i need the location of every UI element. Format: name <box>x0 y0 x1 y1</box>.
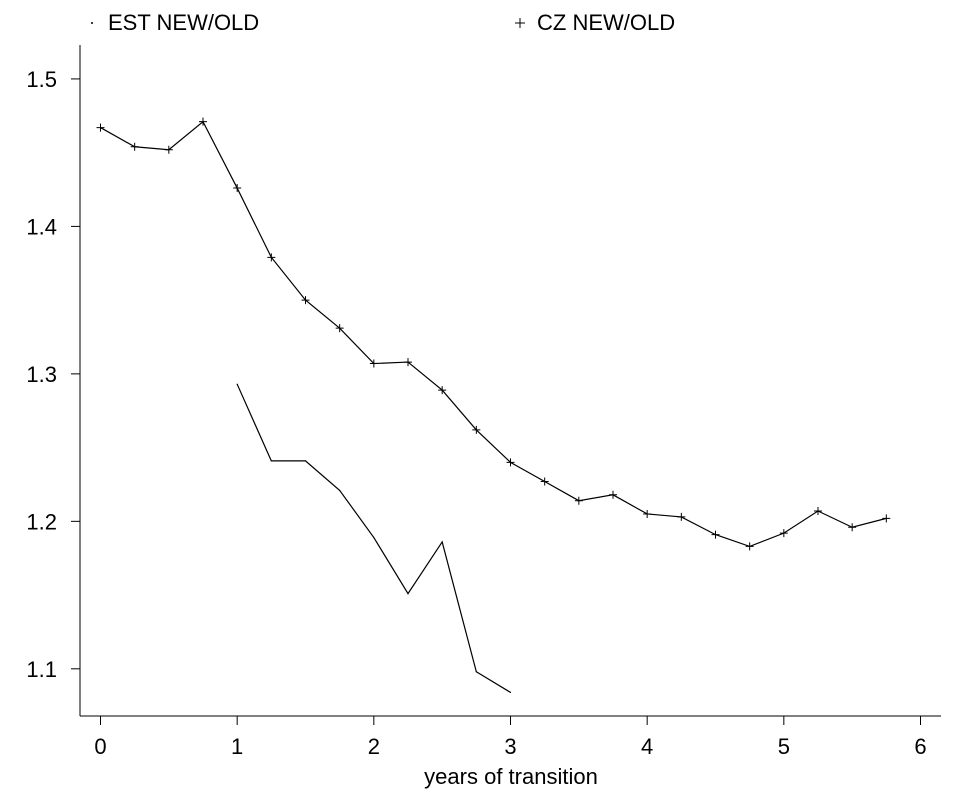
data-point-cz <box>609 490 617 499</box>
legend-label-cz: CZ NEW/OLD <box>537 10 675 35</box>
legend-label-est: EST NEW/OLD <box>108 10 259 35</box>
legend-marker-est <box>91 22 93 24</box>
data-point-cz <box>574 496 583 505</box>
y-ticks: 1.1 1.2 1.3 1.4 1.5 <box>26 67 80 682</box>
data-point-cz <box>677 512 686 521</box>
y-tick-label: 1.2 <box>26 509 57 534</box>
data-point-est <box>475 671 477 673</box>
data-point-est <box>270 460 272 462</box>
series-line-est <box>236 383 511 693</box>
data-point-est <box>441 541 443 543</box>
y-tick-label: 1.3 <box>26 362 57 387</box>
data-point-est <box>339 489 341 491</box>
x-tick-label: 0 <box>94 734 106 759</box>
legend-item-est: EST NEW/OLD <box>91 10 259 35</box>
x-tick-label: 6 <box>914 734 926 759</box>
data-point-cz <box>882 514 891 523</box>
series-group <box>96 117 891 694</box>
y-tick-label: 1.4 <box>26 214 57 239</box>
x-tick-label: 3 <box>504 734 516 759</box>
data-point-cz <box>711 530 720 539</box>
y-tick-label: 1.1 <box>26 657 57 682</box>
data-point-est <box>373 536 375 539</box>
data-point-cz <box>369 359 378 368</box>
data-point-cz <box>233 184 242 193</box>
data-point-cz <box>164 145 173 154</box>
x-tick-label: 2 <box>368 734 380 759</box>
data-point-cz <box>506 458 515 467</box>
data-point-cz <box>301 296 310 305</box>
data-point-est <box>304 460 307 462</box>
data-point-cz <box>472 425 481 434</box>
x-axis-label: years of transition <box>424 764 598 789</box>
x-tick-label: 5 <box>778 734 790 759</box>
data-point-cz <box>540 477 549 486</box>
legend-item-cz: CZ NEW/OLD <box>515 10 675 35</box>
data-point-cz <box>643 509 652 518</box>
x-tick-label: 1 <box>231 734 243 759</box>
data-point-cz <box>745 542 754 551</box>
data-point-cz <box>404 358 412 367</box>
data-point-cz <box>267 253 276 262</box>
data-point-cz <box>779 529 788 538</box>
data-point-est <box>407 592 409 595</box>
data-point-cz <box>438 386 447 395</box>
data-point-cz <box>814 507 822 516</box>
data-point-cz <box>848 523 857 532</box>
data-point-est <box>236 383 238 385</box>
data-point-cz <box>199 117 207 126</box>
axes <box>79 45 941 717</box>
series-line-cz <box>100 120 887 548</box>
legend-marker-cz <box>515 18 525 28</box>
data-point-est <box>509 691 512 694</box>
x-ticks: 0 1 2 3 4 5 6 <box>94 716 927 759</box>
data-point-cz <box>130 142 139 151</box>
y-tick-label: 1.5 <box>26 67 57 92</box>
data-point-cz <box>335 324 344 333</box>
data-point-cz <box>96 123 105 132</box>
x-tick-label: 4 <box>641 734 653 759</box>
legend: EST NEW/OLD CZ NEW/OLD <box>91 10 675 35</box>
